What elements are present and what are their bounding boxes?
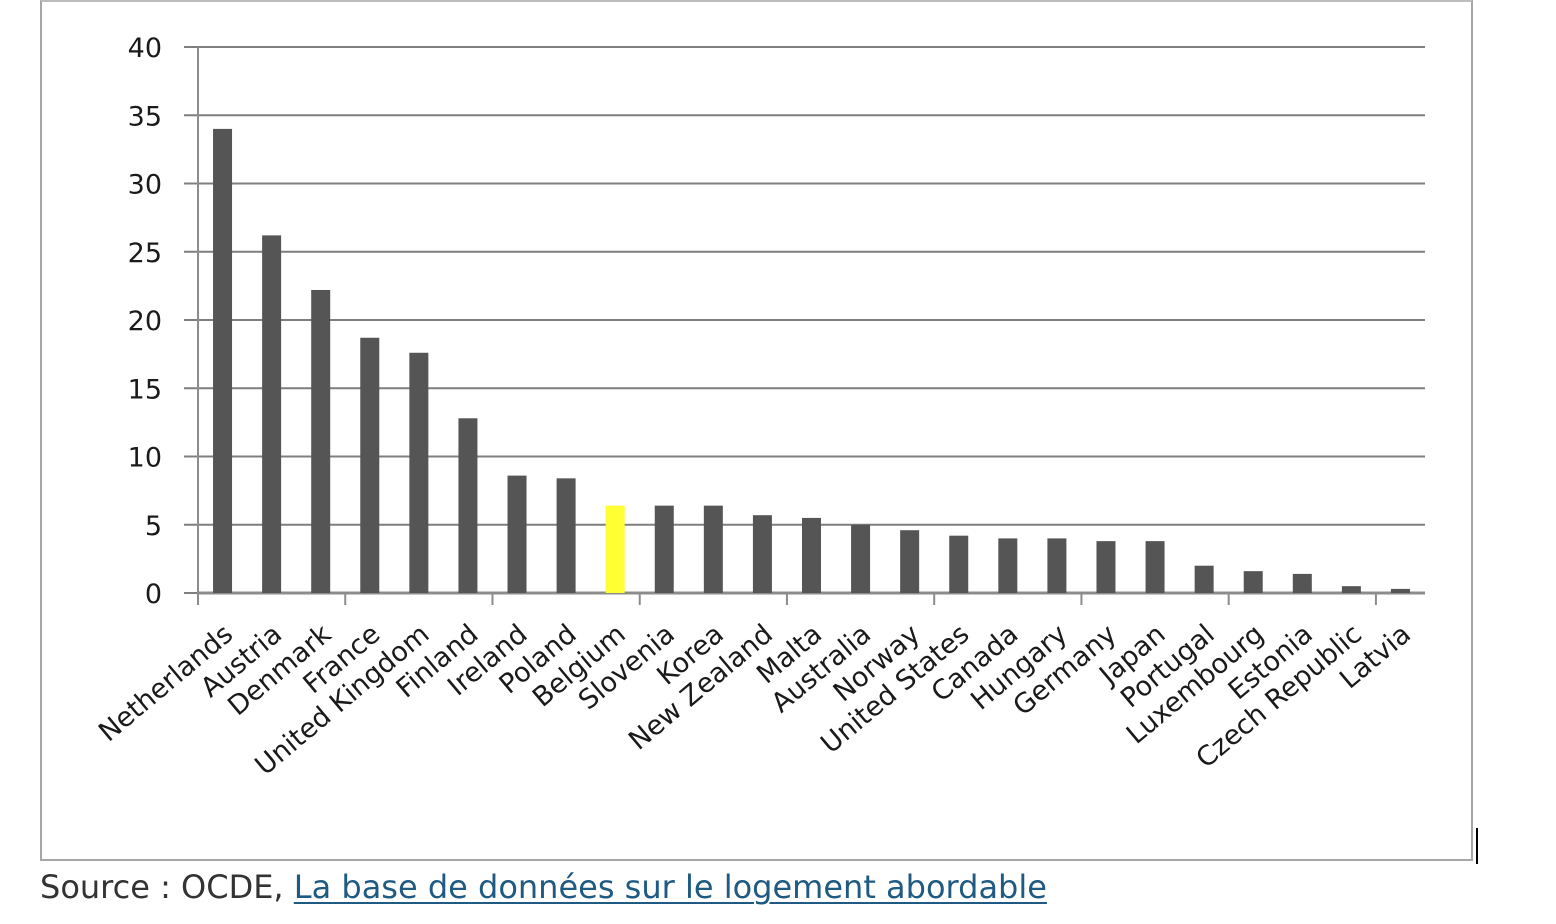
bar-japan [1145, 541, 1165, 593]
source-link[interactable]: La base de données sur le logement abord… [293, 868, 1047, 906]
bar-belgium [605, 505, 625, 593]
bar-norway [900, 530, 920, 593]
bar-czech-republic [1341, 586, 1361, 593]
gridlines [184, 46, 1425, 594]
bar-united-kingdom [409, 352, 429, 593]
y-tick-label: 20 [128, 306, 162, 337]
bar-denmark [311, 289, 331, 593]
bars [213, 128, 1410, 593]
bar-canada [998, 538, 1018, 593]
bar-slovenia [654, 505, 674, 593]
y-tick-label: 0 [145, 579, 162, 610]
bar-ireland [507, 475, 527, 593]
bar-chart: 0 5 10 15 20 25 30 35 40 NetherlandsAustriaDenma… [93, 33, 1425, 782]
bar-austria [262, 235, 282, 593]
y-tick-labels: 0 5 10 15 20 25 30 35 40 [128, 33, 162, 610]
bar-hungary [1047, 538, 1067, 593]
bar-germany [1096, 541, 1116, 593]
source-prefix: Source : OCDE, [40, 868, 294, 906]
bar-united-states [949, 535, 969, 593]
y-tick-label: 5 [145, 511, 162, 542]
bar-portugal [1194, 565, 1214, 593]
y-tick-label: 30 [128, 170, 162, 201]
bar-malta [802, 517, 821, 593]
y-tick-label: 25 [128, 238, 162, 269]
bar-france [360, 337, 380, 593]
source-caption: Source : OCDE, La base de données sur le… [40, 868, 1047, 906]
bar-estonia [1292, 573, 1312, 593]
bar-korea [703, 505, 723, 593]
bar-latvia [1390, 588, 1410, 593]
chart-frame: 0 5 10 15 20 25 30 35 40 Netherlands Austria Denma… [40, 0, 1473, 861]
bar-new-zealand [752, 515, 772, 593]
bar-australia [851, 524, 871, 593]
y-tick-label: 35 [128, 101, 162, 132]
bar-finland [458, 418, 478, 593]
text-cursor [1476, 828, 1478, 864]
y-tick-label: 40 [128, 33, 162, 64]
y-tick-label: 15 [128, 374, 162, 405]
bar-luxembourg [1243, 571, 1263, 593]
y-tick-label: 10 [128, 443, 162, 474]
bar-poland [556, 478, 576, 593]
bar-netherlands [213, 128, 233, 593]
